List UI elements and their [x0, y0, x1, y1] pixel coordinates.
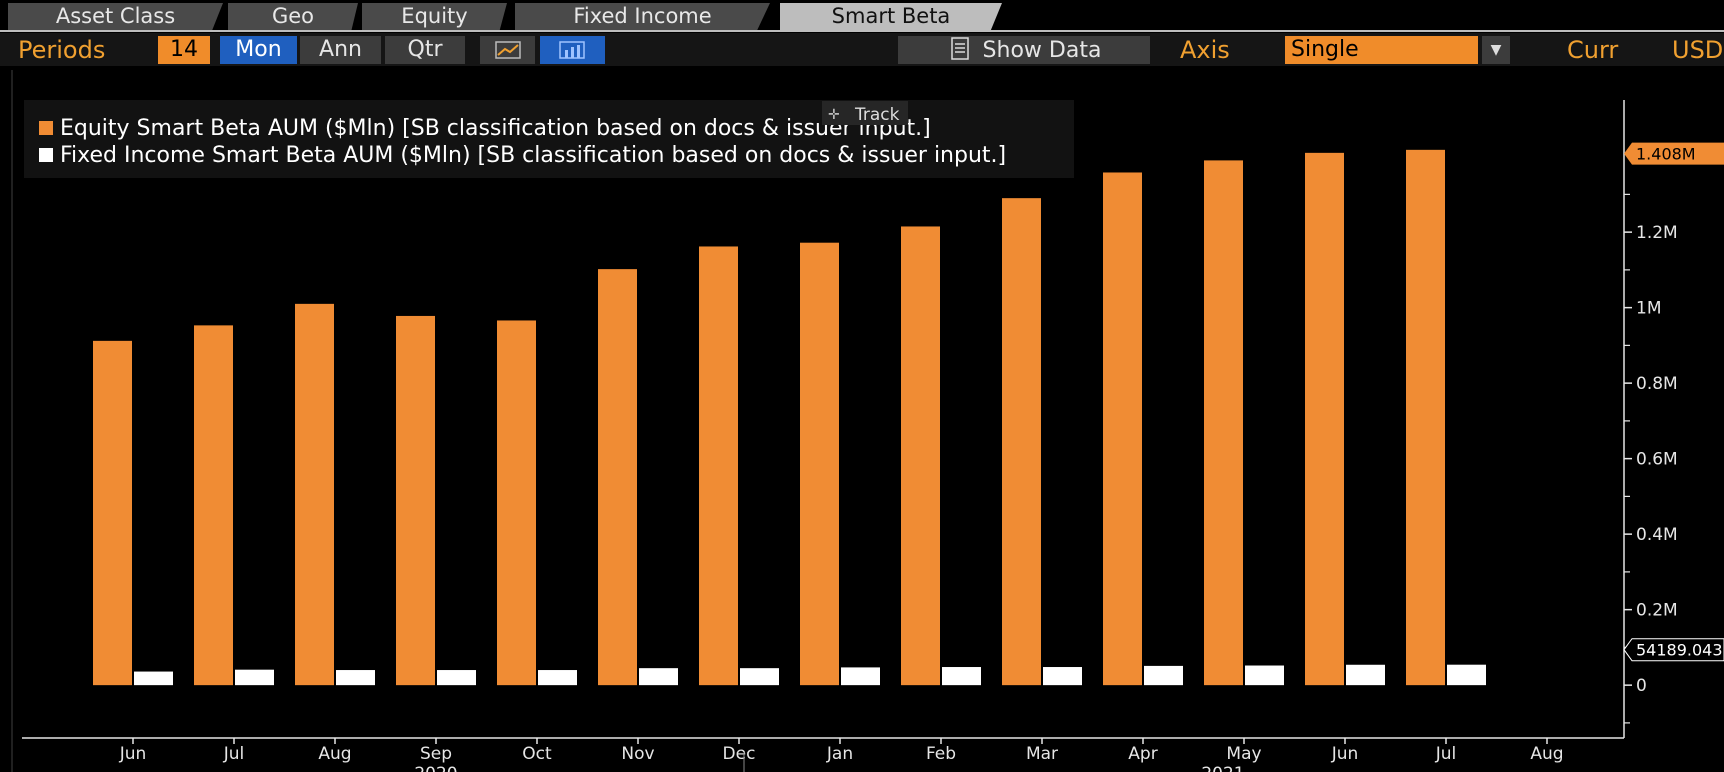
tab-equity[interactable]: Equity [362, 3, 507, 30]
fixed-income-bar-10 [1144, 665, 1183, 686]
x-tick-label-0: Jun [119, 744, 147, 764]
fixed-income-bar-1 [235, 669, 274, 686]
legend: Equity Smart Beta AUM ($Mln) [SB classif… [24, 100, 1074, 178]
x-tick-label-10: Apr [1128, 744, 1157, 764]
axis-label: Axis [1180, 36, 1230, 64]
x-tick-label-14: Aug [1530, 744, 1563, 764]
equity-bar-1 [194, 325, 233, 686]
line-chart-button[interactable] [480, 36, 535, 64]
legend-swatch-fixed-income [39, 148, 53, 162]
fixed-income-bar-4 [538, 670, 577, 686]
y-tick-label-4: 0.8M [1636, 374, 1678, 394]
track-label: Track [854, 105, 900, 125]
equity-bar-6 [699, 246, 738, 686]
bar-chart-icon [559, 41, 585, 59]
x-tick-label-8: Feb [926, 744, 956, 764]
fixed-income-bar-3 [437, 670, 476, 686]
curr-value[interactable]: USD [1672, 36, 1724, 64]
fixed-income-bar-5 [639, 668, 678, 686]
fixed-income-bar-12 [1346, 664, 1385, 686]
x-tick-label-2: Aug [318, 744, 351, 764]
toolbar: Periods 14 Mon Ann Qtr Show Data Axis Si… [0, 33, 1724, 66]
qtr-button[interactable]: Qtr [385, 36, 465, 64]
equity-bar-4 [497, 320, 536, 686]
equity-bar-0 [93, 340, 132, 686]
y-labels-group: 0 0.2M 0.4M 0.6M 0.8M 1M 1.2M [1624, 193, 1678, 724]
x-tick-label-1: Jul [223, 744, 245, 764]
x-tick-label-5: Nov [621, 744, 654, 764]
periods-label: Periods [18, 36, 106, 64]
fixed-income-bar-13 [1447, 664, 1486, 686]
tab-underline [0, 30, 1724, 32]
chevron-down-icon: ▼ [1490, 42, 1502, 58]
last-value-marker-0 [1624, 142, 1724, 165]
show-data-button[interactable]: Show Data [898, 36, 1150, 64]
equity-bar-2 [295, 303, 334, 686]
tab-fixed-income[interactable]: Fixed Income [515, 3, 770, 30]
y-tick-label-2: 0.4M [1636, 525, 1678, 545]
fixed-income-bar-8 [942, 667, 981, 686]
equity-bar-10 [1103, 172, 1142, 686]
x-tick-label-7: Jan [826, 744, 853, 764]
crosshair-icon: ✛ [828, 107, 840, 123]
fixed-income-bar-11 [1245, 665, 1284, 686]
tab-bar: Asset Class Geo Equity Fixed Income Smar… [0, 0, 1724, 31]
fixed-income-bar-9 [1043, 667, 1082, 686]
year-label-1: 2021 [1201, 764, 1244, 772]
last-value-labels: 1.408M 54189.043 [1623, 142, 1724, 662]
tab-geo[interactable]: Geo [228, 3, 358, 30]
equity-bar-12 [1305, 152, 1344, 686]
axis-dropdown-button[interactable]: ▼ [1482, 36, 1510, 64]
periods-input[interactable]: 14 [158, 36, 210, 64]
equity-bar-13 [1406, 149, 1445, 686]
ann-button[interactable]: Ann [300, 36, 381, 64]
last-value-label-0: 1.408M [1636, 145, 1696, 164]
x-labels-group: Jun Jul Aug Sep Oct Nov Dec Jan Feb Mar Apr May Jun J… [119, 738, 1564, 772]
track-button[interactable]: ✛ Track [822, 101, 908, 125]
last-value-marker-1 [1623, 638, 1724, 662]
x-tick-label-11: May [1226, 744, 1261, 764]
y-tick-label-5: 1M [1636, 299, 1661, 319]
line-chart-icon [495, 41, 521, 59]
x-tick-label-9: Mar [1026, 744, 1058, 764]
chart: Equity Smart Beta AUM ($Mln) [SB classif… [0, 66, 1724, 772]
x-tick-label-13: Jul [1435, 744, 1457, 764]
legend-label-fixed-income: Fixed Income Smart Beta AUM ($Mln) [SB c… [60, 143, 1006, 168]
axes-group [22, 100, 1625, 739]
tab-asset-class[interactable]: Asset Class [8, 3, 223, 30]
curr-label: Curr [1567, 36, 1619, 64]
legend-swatch-equity [39, 121, 53, 135]
fixed-income-bar-7 [841, 667, 880, 686]
x-tick-label-4: Oct [522, 744, 552, 764]
equity-bar-3 [396, 315, 435, 686]
y-tick-label-0: 0 [1636, 676, 1647, 696]
equity-bar-8 [901, 226, 940, 686]
axis-select[interactable]: Single [1285, 36, 1478, 64]
equity-bar-5 [598, 269, 637, 686]
show-data-label: Show Data [982, 38, 1102, 63]
equity-bar-9 [1002, 198, 1041, 686]
year-label-0: 2020 [414, 764, 457, 772]
x-tick-label-12: Jun [1331, 744, 1359, 764]
legend-label-equity: Equity Smart Beta AUM ($Mln) [SB classif… [60, 116, 931, 141]
bars-group [93, 149, 1486, 686]
y-tick-label-6: 1.2M [1636, 223, 1678, 243]
equity-bar-11 [1204, 160, 1243, 686]
last-value-label-1: 54189.043 [1636, 641, 1723, 660]
x-tick-label-6: Dec [723, 744, 756, 764]
document-icon [950, 37, 969, 60]
mon-button[interactable]: Mon [220, 36, 297, 64]
equity-bar-7 [800, 242, 839, 686]
x-tick-label-3: Sep [420, 744, 452, 764]
tab-smart-beta[interactable]: Smart Beta [780, 3, 1002, 30]
y-tick-label-1: 0.2M [1636, 601, 1678, 621]
fixed-income-bar-2 [336, 670, 375, 686]
fixed-income-bar-6 [740, 668, 779, 686]
bar-chart-button[interactable] [540, 36, 605, 64]
y-tick-label-3: 0.6M [1636, 450, 1678, 470]
fixed-income-bar-0 [134, 671, 173, 686]
